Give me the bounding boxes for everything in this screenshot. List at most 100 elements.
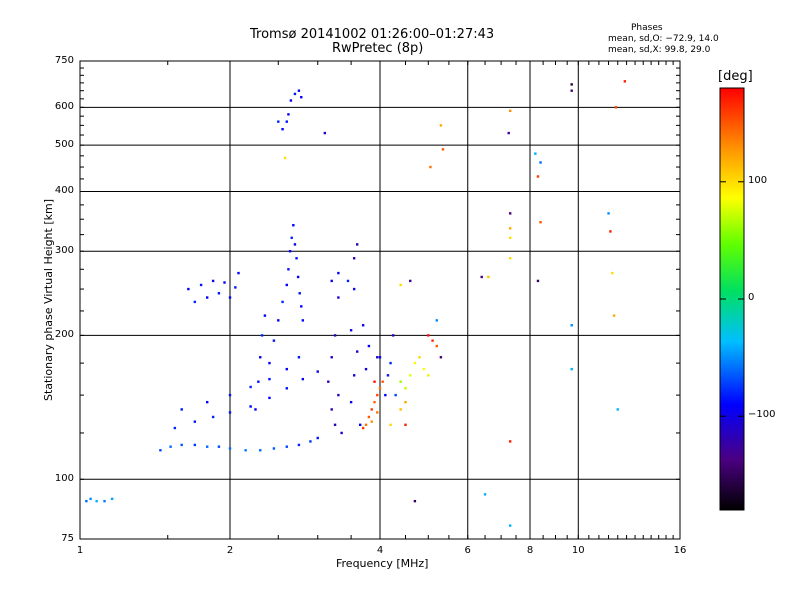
data-point [370,420,373,423]
data-point [272,339,276,342]
data-point [536,279,540,283]
data-point [508,257,512,260]
data-point [301,377,305,381]
colorbar-label: [deg] [718,69,753,84]
data-point [340,431,343,435]
data-point [422,367,426,371]
data-point [259,356,262,359]
data-point [323,131,327,135]
data-point [352,287,356,291]
axis-ticks [79,60,681,540]
data-point [399,408,402,411]
data-point [283,156,287,160]
data-point [404,423,407,427]
x-axis-label: Frequency [MHz] [336,557,429,570]
data-point [355,243,359,246]
data-point [297,356,301,359]
data-point [391,334,395,337]
data-point [333,423,337,427]
data-point [378,356,382,359]
phases-o-stats: mean, sd,O: −72.9, 14.0 [608,34,719,44]
data-point [259,449,262,452]
data-point [508,524,512,527]
data-point [570,367,573,371]
data-point [508,212,512,215]
data-point [507,131,510,135]
colorbar-tick-label: 100 [748,174,768,186]
chart-subtitle: RwPretec (8p) [332,41,424,56]
data-point [228,393,232,397]
data-point [327,380,330,383]
data-point [431,339,434,342]
data-point [427,334,430,337]
data-point [364,423,368,427]
data-point [404,400,407,404]
data-point [228,296,232,299]
plot-grid [80,61,680,539]
phases-x-stats: mean, sd,X: 99.8, 29.0 [608,45,711,55]
y-tick-label: 200 [54,329,74,341]
data-point [337,296,340,299]
data-point [180,443,183,447]
data-point [228,411,232,414]
data-point [539,161,542,164]
data-point [508,227,512,230]
data-point [205,445,209,448]
data-point [268,361,271,365]
data-point [249,385,252,389]
data-point [435,344,438,348]
data-point [293,243,297,246]
data-point [367,344,371,348]
data-point [110,497,114,501]
data-point [386,374,390,377]
data-point [429,165,432,169]
data-point [263,314,267,317]
data-point [211,415,215,419]
data-point [330,279,333,283]
data-point [349,329,353,332]
data-point [289,99,293,102]
data-point [169,445,172,448]
data-point [281,127,284,131]
colorbar-tick-label: −100 [748,409,776,421]
data-point [193,300,197,304]
x-tick-label: 1 [76,545,84,556]
colorbar-ticks [720,181,744,417]
data-point [367,415,371,419]
data-point [330,408,333,411]
y-tick-label: 300 [54,245,74,257]
data-point [330,356,333,359]
data-point [217,292,221,295]
data-point [257,380,260,383]
data-point [234,286,237,289]
data-point [376,411,379,414]
data-point [217,445,221,448]
data-point [297,443,301,447]
data-point [244,449,247,452]
data-point [193,443,197,447]
data-point [435,319,438,322]
data-point [427,374,430,377]
data-point [364,367,368,371]
data-point [300,305,303,308]
data-point [349,400,353,404]
data-point [607,212,610,215]
x-tick-label: 16 [673,545,687,556]
colorbar-tick-label: 0 [748,292,755,303]
data-point [389,423,392,427]
data-point [223,281,226,284]
data-point [413,499,417,503]
data-point [277,120,280,123]
y-tick-label: 75 [61,533,74,544]
data-point [409,279,412,283]
data-point [536,175,540,178]
data-point [570,89,573,92]
data-point [611,271,614,275]
data-point [285,120,288,123]
data-point [439,356,443,359]
data-point [159,449,162,452]
data-point [373,380,376,383]
data-point [418,356,421,359]
data-point [316,370,319,373]
